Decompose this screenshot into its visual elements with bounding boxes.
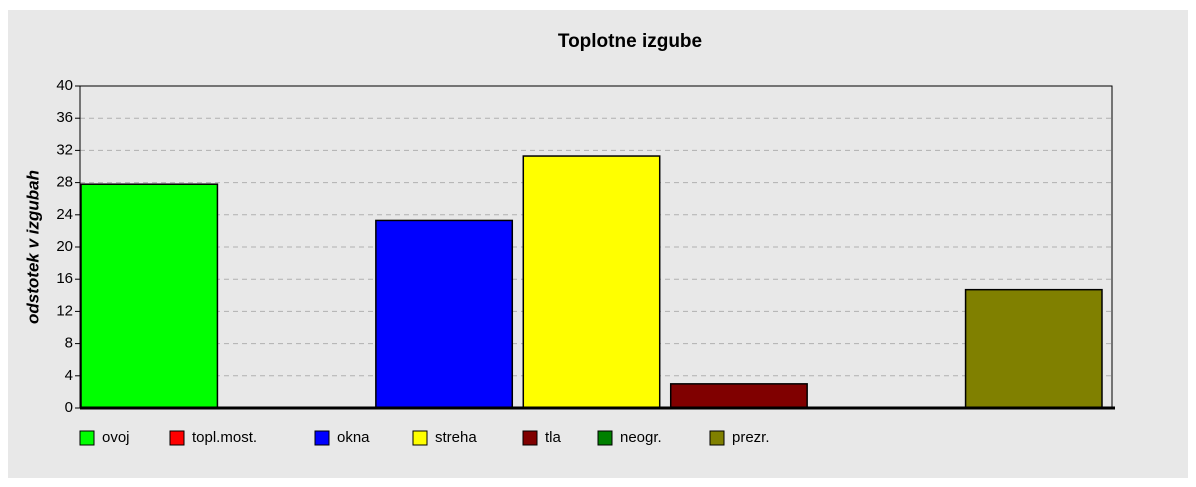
chart-title: Toplotne izgube xyxy=(558,31,702,52)
legend-swatch xyxy=(79,430,95,446)
y-tick-label: 8 xyxy=(65,335,73,352)
legend-label: okna xyxy=(337,429,370,446)
y-tick-label: 0 xyxy=(65,399,73,416)
bar xyxy=(669,383,808,409)
legend-swatch xyxy=(314,430,330,446)
legend-label: prezr. xyxy=(732,429,770,446)
y-tick-label: 32 xyxy=(56,141,73,158)
legend-swatch xyxy=(169,430,185,446)
bar xyxy=(964,288,1103,409)
legend-swatch xyxy=(597,430,613,446)
bar xyxy=(522,155,661,409)
y-tick-label: 40 xyxy=(56,77,73,94)
y-tick-label: 4 xyxy=(65,367,73,384)
y-tick-label: 24 xyxy=(56,206,73,223)
y-tick-label: 16 xyxy=(56,270,73,287)
legend-swatch xyxy=(709,430,725,446)
legend-label: tla xyxy=(545,429,562,446)
legend-swatch xyxy=(522,430,538,446)
legend-swatch xyxy=(412,430,428,446)
y-tick-label: 28 xyxy=(56,174,73,191)
bar xyxy=(375,219,514,409)
y-tick-label: 12 xyxy=(56,302,73,319)
legend-label: topl.most. xyxy=(192,429,257,446)
y-axis-label: odstotek v izgubah xyxy=(23,170,42,324)
legend-label: neogr. xyxy=(620,429,662,446)
legend-label: ovoj xyxy=(102,429,130,446)
legend-label: streha xyxy=(435,429,477,446)
bar xyxy=(80,183,219,409)
y-tick-label: 20 xyxy=(56,238,73,255)
y-tick-label: 36 xyxy=(56,109,73,126)
